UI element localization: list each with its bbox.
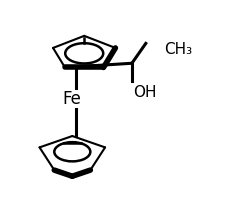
- Text: OH: OH: [133, 85, 157, 100]
- Text: CH₃: CH₃: [164, 42, 192, 57]
- Text: Fe: Fe: [62, 90, 81, 108]
